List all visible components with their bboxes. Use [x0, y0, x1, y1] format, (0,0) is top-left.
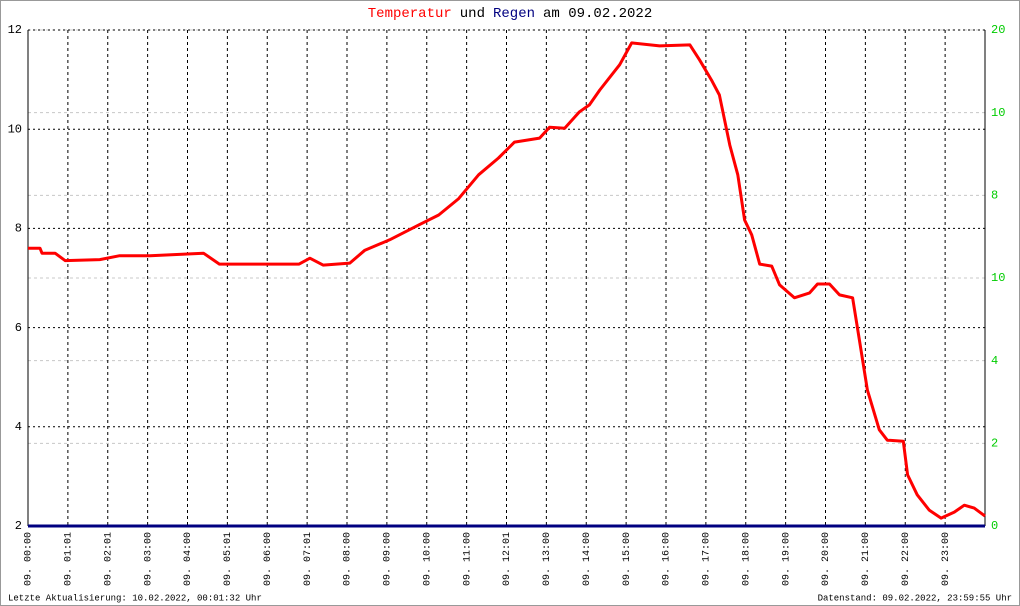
- x-tick-label: 09. 14:00: [582, 532, 593, 586]
- y2-tick-label: 2: [991, 437, 998, 451]
- x-tick-label: 09. 21:00: [861, 532, 872, 586]
- title-part: am 09.02.2022: [543, 6, 652, 22]
- x-tick-label: 09. 12:01: [502, 532, 513, 586]
- title-part: Temperatur: [368, 6, 452, 22]
- x-tick-label: 09. 19:00: [781, 532, 792, 586]
- y-tick-label: 10: [8, 122, 22, 136]
- x-tick-label: 09. 01:01: [64, 532, 75, 586]
- y2-tick-label: 8: [991, 189, 998, 203]
- y-tick-label: 6: [15, 321, 22, 335]
- x-tick-label: 09. 18:00: [741, 532, 752, 586]
- x-tick-label: 09. 08:00: [343, 532, 354, 586]
- y-tick-label: 12: [8, 23, 22, 37]
- x-tick-label: 09. 07:01: [303, 532, 314, 586]
- x-tick-label: 09. 10:00: [422, 532, 433, 586]
- x-tick-label: 09. 04:00: [183, 532, 194, 586]
- y-tick-label: 8: [15, 222, 22, 236]
- y-tick-label: 4: [15, 420, 22, 434]
- x-tick-label: 09. 13:00: [542, 532, 553, 586]
- x-tick-label: 09. 16:00: [662, 532, 673, 586]
- x-tick-label: 09. 05:01: [223, 532, 234, 586]
- x-tick-label: 09. 15:00: [622, 532, 633, 586]
- chart-title: Temperatur und Regen am 09.02.2022: [368, 6, 652, 22]
- y2-tick-label: 10: [991, 271, 1005, 285]
- y2-tick-label: 10: [991, 106, 1005, 120]
- y-tick-label: 2: [15, 519, 22, 533]
- x-tick-label: 09. 02:01: [103, 532, 114, 586]
- x-tick-label: 09. 03:00: [143, 532, 154, 586]
- x-tick-label: 09. 17:00: [702, 532, 713, 586]
- title-part: und: [460, 6, 485, 22]
- y2-tick-label: 0: [991, 519, 998, 533]
- x-tick-label: 09. 06:00: [263, 532, 274, 586]
- x-tick-label: 09. 09:00: [383, 532, 394, 586]
- y2-tick-label: 4: [991, 354, 998, 368]
- series-line: [28, 41, 986, 520]
- y2-tick-label: 20: [991, 23, 1005, 37]
- footer-left: Letzte Aktualisierung: 10.02.2022, 00:01…: [8, 593, 262, 603]
- x-tick-label: 09. 20:00: [821, 532, 832, 586]
- x-tick-label: 09. 23:00: [941, 532, 952, 586]
- x-tick-label: 09. 00:00: [24, 532, 35, 586]
- footer-right: Datenstand: 09.02.2022, 23:59:55 Uhr: [818, 593, 1012, 603]
- x-tick-label: 09. 11:00: [462, 532, 473, 586]
- title-part: Regen: [493, 6, 535, 22]
- x-tick-label: 09. 22:00: [901, 532, 912, 586]
